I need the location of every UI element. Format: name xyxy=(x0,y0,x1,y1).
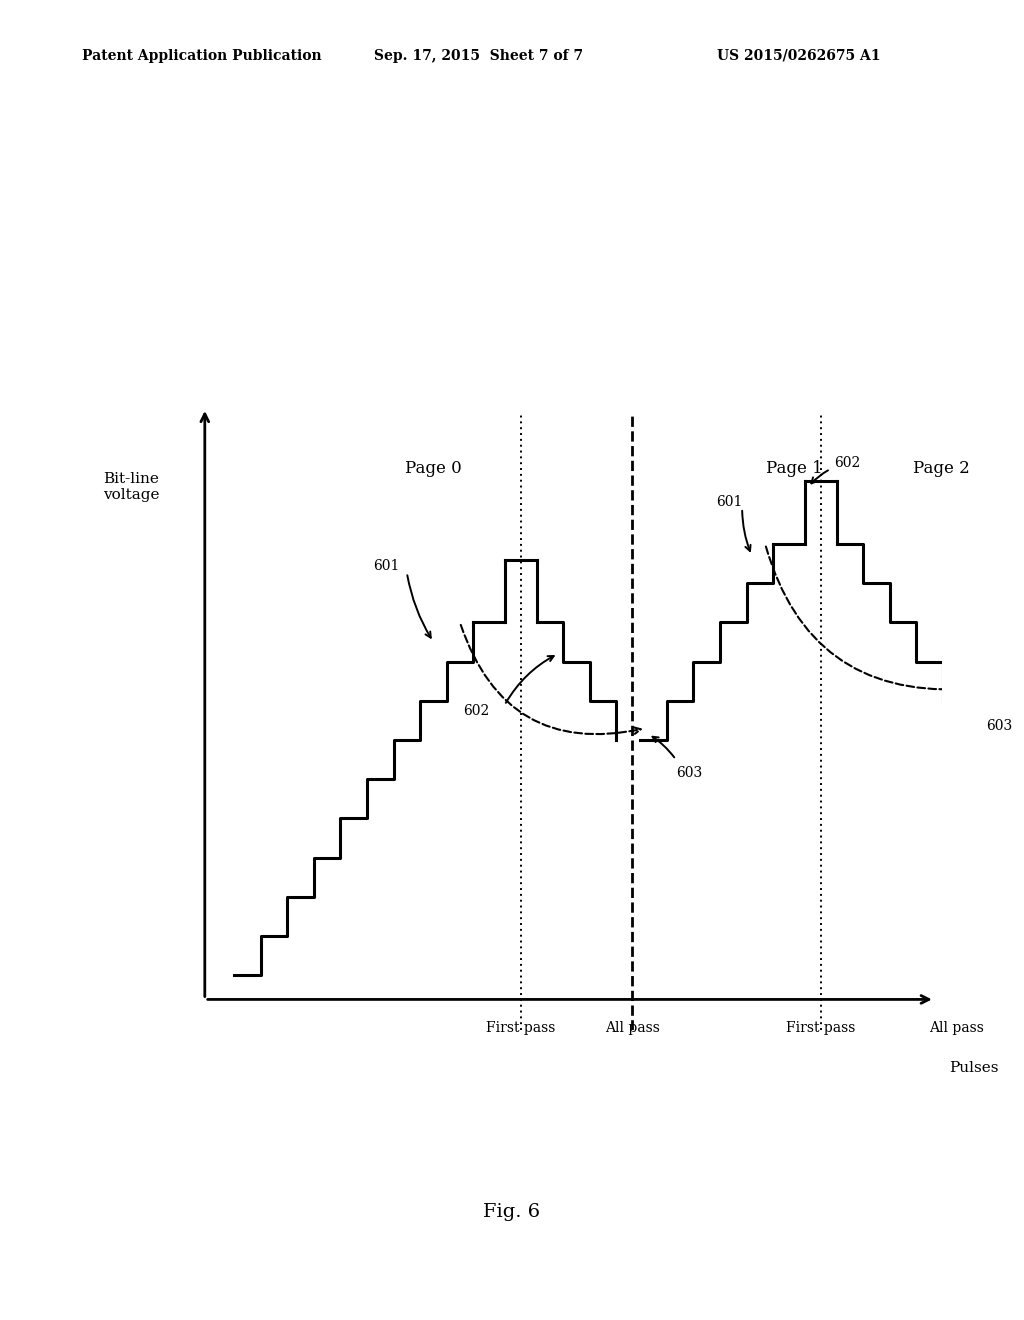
Text: Page 2: Page 2 xyxy=(913,459,970,477)
Text: Page 0: Page 0 xyxy=(404,459,462,477)
Text: 603: 603 xyxy=(986,718,1013,733)
Text: Pulses: Pulses xyxy=(949,1060,999,1074)
Text: 601: 601 xyxy=(373,560,399,573)
Text: First pass: First pass xyxy=(786,1020,856,1035)
Text: Bit-line
voltage: Bit-line voltage xyxy=(102,473,160,502)
FancyArrowPatch shape xyxy=(766,546,962,693)
Text: Sep. 17, 2015  Sheet 7 of 7: Sep. 17, 2015 Sheet 7 of 7 xyxy=(374,49,583,63)
FancyArrowPatch shape xyxy=(461,624,641,734)
Text: Page 1: Page 1 xyxy=(766,459,822,477)
Text: First pass: First pass xyxy=(486,1020,556,1035)
Text: US 2015/0262675 A1: US 2015/0262675 A1 xyxy=(717,49,881,63)
Text: 601: 601 xyxy=(717,495,742,510)
Text: 602: 602 xyxy=(835,455,860,470)
Text: All pass: All pass xyxy=(929,1020,984,1035)
Text: All pass: All pass xyxy=(605,1020,659,1035)
Text: 603: 603 xyxy=(676,766,702,780)
Text: 602: 602 xyxy=(464,705,489,718)
Text: Patent Application Publication: Patent Application Publication xyxy=(82,49,322,63)
Text: Fig. 6: Fig. 6 xyxy=(483,1203,541,1221)
